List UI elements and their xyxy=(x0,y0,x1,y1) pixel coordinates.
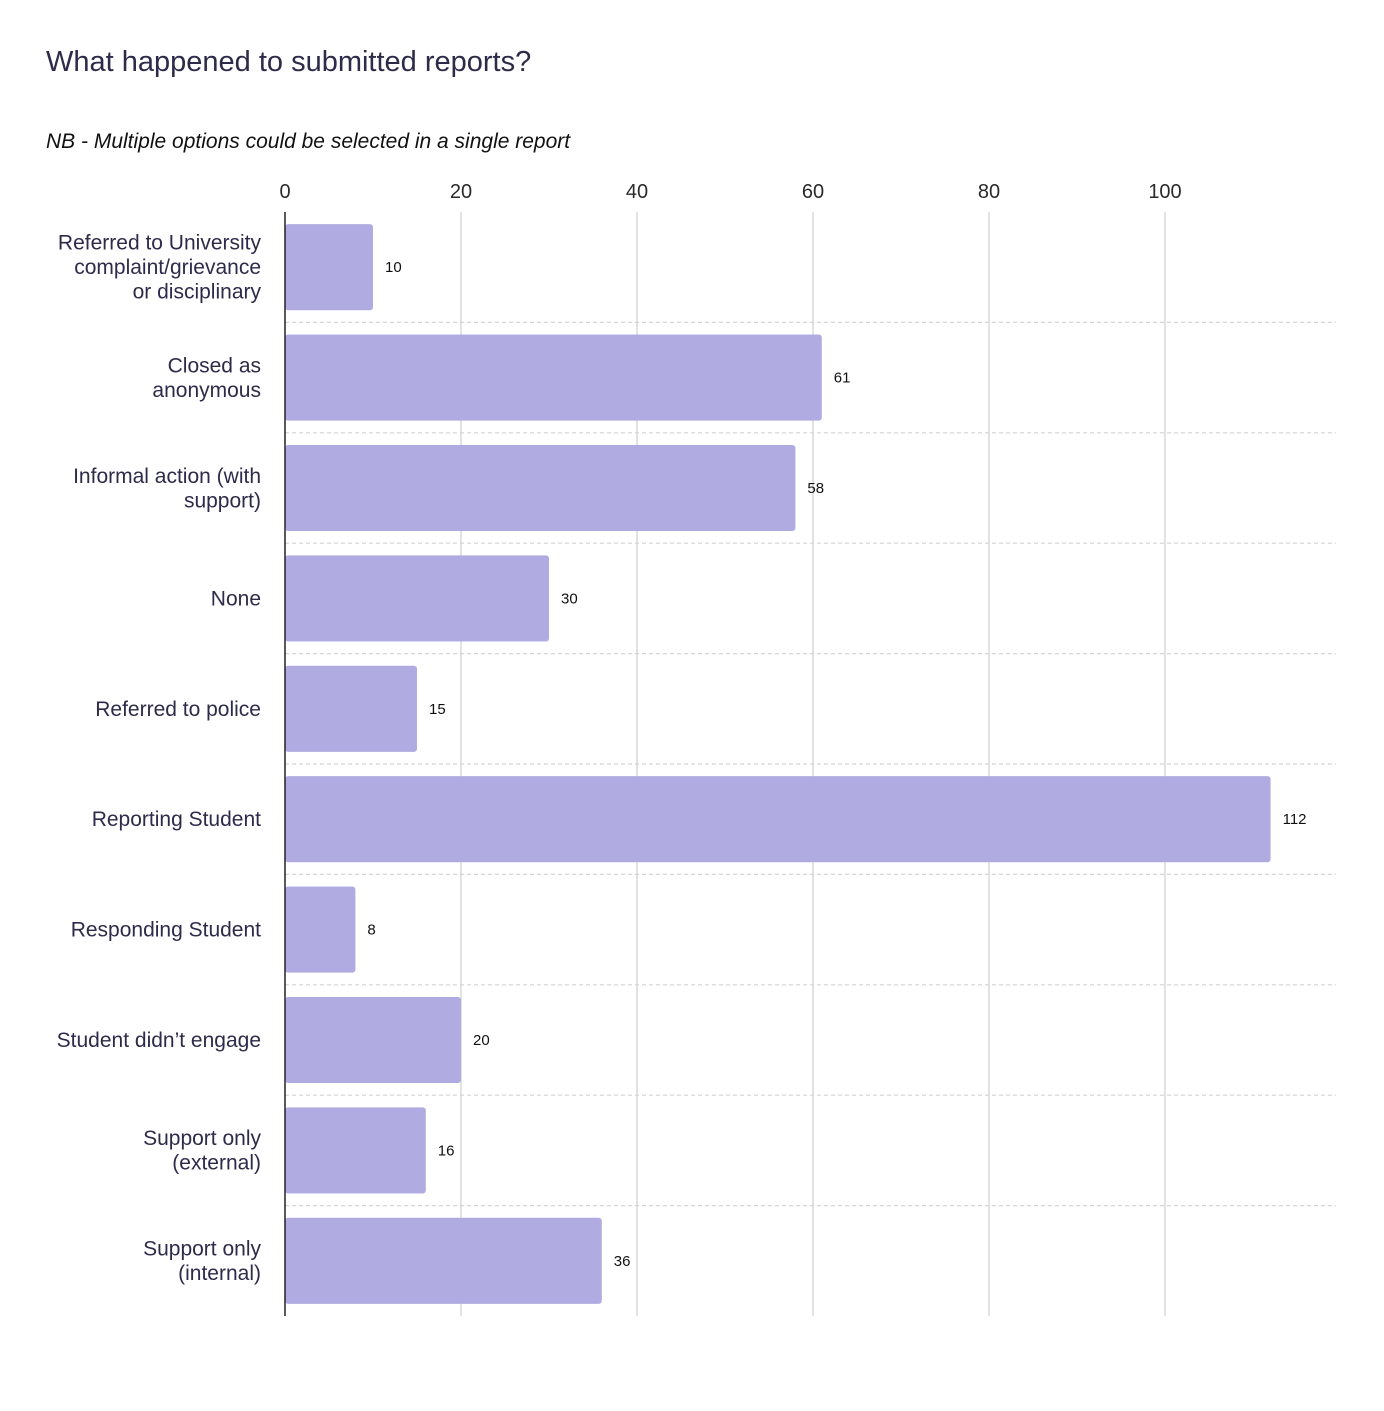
category-label-line: Closed as xyxy=(168,354,261,377)
category-label-line: Informal action (with xyxy=(73,465,261,488)
category-label-line: (internal) xyxy=(178,1262,261,1285)
bar-value-label: 20 xyxy=(473,1032,490,1049)
category-label-line: Support only xyxy=(143,1238,261,1261)
bar-value-label: 8 xyxy=(367,922,375,939)
category-label: Support only(internal) xyxy=(143,1238,261,1286)
bar-value-label: 36 xyxy=(614,1253,631,1270)
bar-value-label: 112 xyxy=(1283,811,1307,828)
bars xyxy=(285,224,1271,1304)
category-label-line: Referred to University xyxy=(58,232,262,255)
bar xyxy=(285,224,373,311)
chart-title: What happened to submitted reports? xyxy=(46,46,532,78)
bar-value-label: 58 xyxy=(807,480,824,497)
bar xyxy=(285,665,417,752)
bar xyxy=(285,996,461,1084)
x-tick-label: 40 xyxy=(626,181,648,203)
x-tick-label: 20 xyxy=(450,181,472,203)
category-label-line: support) xyxy=(184,489,261,512)
category-label-line: complaint/grievance xyxy=(74,256,261,279)
category-label: Reporting Student xyxy=(92,808,261,831)
category-label: Student didn’t engage xyxy=(57,1029,261,1052)
category-label: None xyxy=(211,587,261,610)
category-label-line: Support only xyxy=(143,1127,261,1150)
bar-value-label: 61 xyxy=(834,370,851,387)
category-label: Referred to Universitycomplaint/grievanc… xyxy=(58,232,262,304)
x-tick-label: 0 xyxy=(279,181,290,203)
category-label: Referred to police xyxy=(95,698,261,721)
category-label-line: Reporting Student xyxy=(92,808,261,831)
chart-subtitle: NB - Multiple options could be selected … xyxy=(46,130,571,153)
category-label-line: Responding Student xyxy=(71,919,261,942)
x-tick-label: 80 xyxy=(978,181,1000,203)
category-label: Support only(external) xyxy=(143,1127,261,1175)
bar-value-label: 15 xyxy=(429,701,446,718)
category-label-line: anonymous xyxy=(152,379,261,402)
category-label: Responding Student xyxy=(71,919,261,942)
bar-value-label: 16 xyxy=(438,1142,455,1159)
bar xyxy=(285,334,822,421)
bar xyxy=(285,886,356,973)
x-tick-label: 60 xyxy=(802,181,824,203)
labels: 0 20 40 60 80 100 10 Referred to Universitycomp… xyxy=(57,181,1307,1285)
category-label-line: or disciplinary xyxy=(133,281,262,304)
bar xyxy=(285,444,796,532)
bar xyxy=(285,1217,602,1304)
x-tick-label: 100 xyxy=(1148,181,1181,203)
category-label-line: (external) xyxy=(172,1152,261,1175)
bar xyxy=(285,1107,426,1194)
bar xyxy=(285,555,549,642)
category-label-line: None xyxy=(211,587,261,610)
bar xyxy=(285,776,1271,863)
row-separators xyxy=(285,321,1336,1207)
category-label-line: Student didn’t engage xyxy=(57,1029,261,1052)
bar-value-label: 10 xyxy=(385,259,402,276)
category-label-line: Referred to police xyxy=(95,698,261,721)
bar-value-label: 30 xyxy=(561,590,578,607)
